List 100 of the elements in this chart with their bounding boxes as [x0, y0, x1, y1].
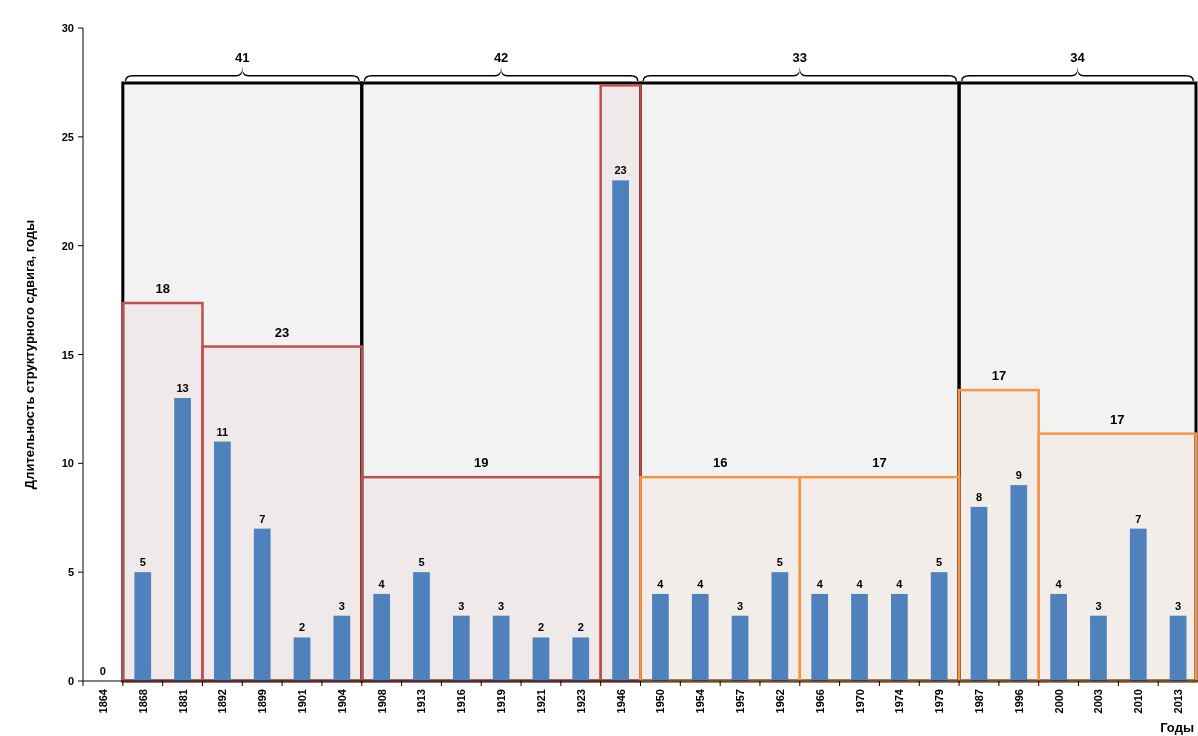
bar	[970, 506, 988, 681]
bar	[811, 593, 829, 681]
data-label: 3	[498, 599, 505, 612]
band-label: 23	[274, 324, 290, 340]
x-axis-title: Годы	[1160, 720, 1194, 735]
bar	[652, 593, 669, 681]
data-label: 4	[1055, 577, 1063, 590]
data-label: 5	[776, 556, 783, 569]
band-label: 42	[493, 50, 509, 65]
bar	[890, 593, 908, 681]
bar	[771, 572, 789, 681]
x-tick-label: 1921	[534, 689, 547, 714]
x-tick-label: 1974	[893, 688, 906, 714]
bar	[293, 637, 311, 681]
data-label: 4	[816, 577, 824, 590]
band-label: 16	[712, 455, 728, 471]
x-tick-label: 1957	[734, 689, 747, 714]
data-label: 11	[216, 425, 229, 438]
bar	[691, 593, 709, 681]
data-label: 4	[697, 577, 705, 590]
x-tick-label: 1950	[654, 689, 667, 714]
bar	[1090, 615, 1107, 681]
x-tick-label: 1996	[1012, 689, 1025, 714]
band-label: 19	[473, 455, 489, 471]
data-label: 2	[577, 621, 584, 634]
band-label: 41	[235, 50, 250, 65]
band-label: 17	[1110, 411, 1125, 427]
band-label: 33	[792, 50, 808, 65]
band-label: 34	[1070, 50, 1086, 65]
y-tick-label: 5	[67, 566, 74, 579]
x-tick-label: 1954	[694, 688, 707, 714]
bar	[333, 615, 351, 681]
bar	[532, 637, 550, 681]
y-tick-label: 15	[61, 348, 74, 361]
x-tick-label: 1979	[933, 689, 946, 714]
bar	[731, 615, 749, 681]
band-label: 18	[155, 281, 170, 297]
bar	[1010, 485, 1028, 681]
x-tick-label: 1962	[773, 689, 786, 714]
x-tick-label: 1892	[216, 689, 229, 714]
y-tick-label: 0	[67, 675, 74, 687]
data-label: 4	[657, 577, 665, 590]
data-label: 3	[1095, 599, 1102, 612]
data-label: 3	[736, 599, 744, 612]
y-tick-label: 25	[61, 130, 74, 143]
x-tick-label: 1901	[296, 689, 309, 714]
bar	[1050, 593, 1067, 681]
y-axis-title: Длительность структурного сдвига, годы	[22, 219, 37, 490]
data-label: 8	[975, 490, 983, 503]
x-tick-label: 1908	[375, 689, 388, 714]
x-tick-label: 2003	[1092, 689, 1105, 714]
bar	[492, 615, 510, 681]
bar	[1129, 528, 1147, 681]
x-tick-label: 2010	[1132, 689, 1145, 714]
x-tick-label: 1868	[136, 689, 149, 714]
band-label: 17	[991, 368, 1007, 384]
data-label: 0	[99, 665, 106, 677]
data-label: 3	[1175, 599, 1182, 612]
bar	[572, 637, 590, 681]
bar	[134, 572, 152, 681]
x-tick-label: 1987	[972, 689, 985, 714]
bar	[214, 441, 231, 681]
data-label: 3	[338, 599, 345, 612]
data-label: 13	[176, 382, 189, 395]
data-label: 4	[856, 577, 864, 590]
x-tick-label: 1864	[96, 688, 109, 714]
x-tick-label: 1881	[176, 689, 189, 714]
bar	[851, 593, 868, 681]
x-tick-label: 1919	[495, 689, 508, 714]
y-tick-label: 30	[61, 22, 74, 34]
data-label: 4	[378, 577, 386, 590]
y-tick-label: 20	[61, 239, 74, 252]
data-label: 5	[936, 556, 943, 569]
data-label: 7	[259, 512, 266, 525]
data-label: 3	[458, 599, 465, 612]
x-tick-label: 2000	[1052, 689, 1065, 714]
data-label: 5	[139, 556, 146, 569]
bar	[253, 528, 271, 681]
bar	[930, 572, 948, 681]
x-tick-label: 1923	[574, 689, 587, 714]
x-tick-label: 1970	[853, 689, 866, 714]
bar	[174, 398, 191, 681]
bar	[413, 572, 430, 681]
data-label: 4	[896, 577, 904, 590]
x-tick-label: 1946	[614, 689, 627, 714]
y-tick-label: 10	[61, 457, 74, 470]
bar	[452, 615, 470, 681]
x-tick-label: 2013	[1172, 689, 1185, 714]
x-tick-label: 1899	[256, 689, 269, 714]
band-label: 17	[872, 455, 887, 471]
x-tick-label: 1913	[415, 689, 428, 714]
data-label: 9	[1015, 469, 1022, 482]
data-label: 23	[614, 164, 627, 177]
data-label: 2	[298, 621, 306, 634]
data-label: 7	[1135, 512, 1142, 525]
x-tick-label: 1966	[813, 689, 826, 714]
data-label: 5	[418, 556, 425, 569]
x-tick-label: 1904	[335, 688, 348, 714]
bar	[1169, 615, 1187, 681]
x-tick-label: 1916	[455, 689, 468, 714]
